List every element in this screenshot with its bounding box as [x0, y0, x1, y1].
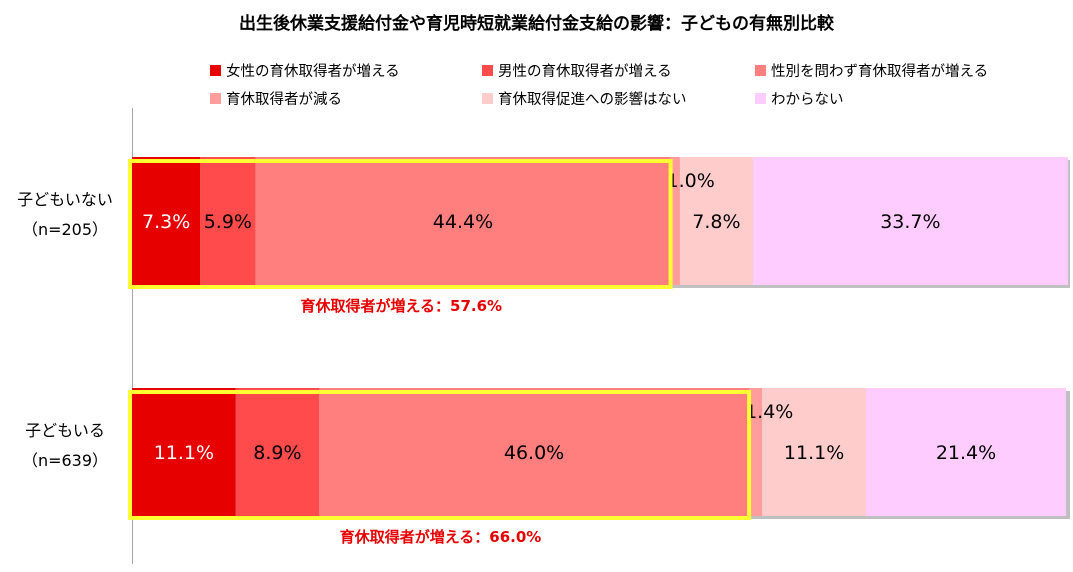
legend-label: 女性の育休取得者が増える	[226, 63, 400, 80]
category-axis-line	[132, 108, 133, 564]
bar-segment	[670, 157, 680, 285]
data-label: 8.9%	[253, 442, 301, 464]
bar-segment	[132, 157, 201, 285]
data-label: 7.8%	[692, 211, 740, 233]
bar-segment	[762, 388, 866, 516]
legend-item: 育休取得者が減る	[210, 88, 342, 108]
data-label: 33.7%	[880, 211, 940, 233]
bar-segment	[200, 157, 256, 285]
category-name: 子どもいない	[17, 190, 113, 209]
legend-label: 育休取得者が減る	[226, 91, 342, 108]
category-sample-size: （n=205）	[21, 220, 109, 239]
legend-item: 男性の育休取得者が増える	[482, 60, 672, 80]
legend-swatch	[210, 64, 221, 76]
legend-label: 性別を問わず育休取得者が増える	[771, 63, 989, 80]
legend-item: 女性の育休取得者が増える	[210, 60, 400, 80]
bar-segment	[865, 388, 1067, 516]
legend-swatch	[210, 92, 221, 104]
increase-highlight-box	[128, 159, 673, 289]
bar-segment	[132, 388, 236, 516]
data-label: 44.4%	[433, 211, 493, 233]
bar-segment	[679, 157, 753, 285]
data-label: 21.4%	[936, 442, 996, 464]
chart-title: 出生後休業支援給付金や育児時短就業給付金支給の影響：子どもの有無別比較	[239, 14, 834, 34]
bar-segment	[319, 388, 750, 516]
bar-segment	[752, 157, 1068, 285]
legend-swatch	[482, 64, 493, 76]
legend-item: 育休取得促進への影響はない	[482, 88, 687, 108]
legend-label: 男性の育休取得者が増える	[498, 63, 672, 80]
data-label: 1.4%	[745, 401, 793, 423]
increase-highlight-box	[128, 390, 752, 520]
data-label: 1.0%	[667, 170, 715, 192]
bar-segment	[235, 388, 319, 516]
data-label: 5.9%	[204, 211, 252, 233]
category-label: 子どもいない （n=205）	[5, 185, 125, 245]
data-label: 11.1%	[784, 442, 844, 464]
increase-summary-annotation: 育休取得者が増える：66.0%	[339, 528, 542, 546]
bar-segment	[749, 388, 763, 516]
legend-swatch	[755, 92, 766, 104]
legend-item: わからない	[755, 88, 844, 108]
legend-item: 性別を問わず育休取得者が増える	[755, 60, 988, 80]
data-label: 11.1%	[154, 442, 214, 464]
bar-segment	[255, 157, 671, 285]
data-label: 7.3%	[142, 211, 190, 233]
data-label: 46.0%	[504, 442, 564, 464]
legend-swatch	[755, 64, 766, 76]
category-name: 子どもいる	[25, 421, 105, 440]
category-sample-size: （n=639）	[21, 451, 109, 470]
increase-summary-annotation: 育休取得者が増える：57.6%	[300, 297, 503, 315]
legend-label: わからない	[771, 91, 844, 108]
legend-swatch	[482, 92, 493, 104]
category-label: 子どもいる （n=639）	[5, 416, 125, 476]
legend-label: 育休取得促進への影響はない	[498, 91, 687, 108]
